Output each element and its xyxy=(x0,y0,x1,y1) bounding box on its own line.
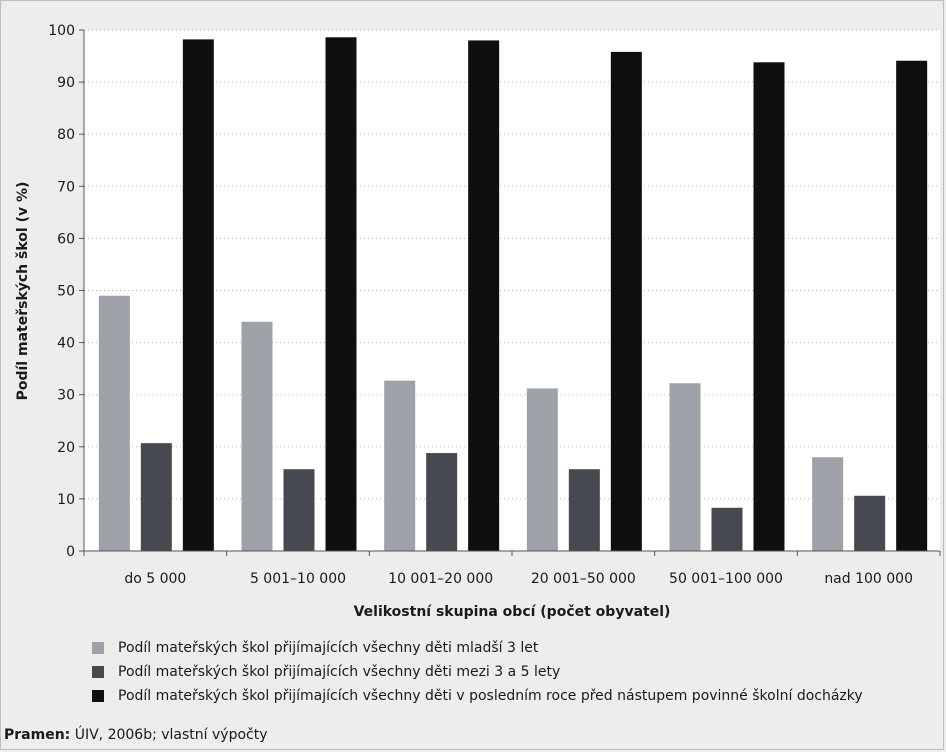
legend-swatch xyxy=(92,642,104,654)
source-label: Pramen: xyxy=(4,727,71,743)
bar xyxy=(610,51,642,552)
bar xyxy=(711,507,743,551)
y-tick-label: 90 xyxy=(57,75,75,91)
y-tick-label: 10 xyxy=(57,492,75,508)
y-tick-label: 80 xyxy=(57,127,75,143)
bars xyxy=(98,37,928,552)
y-tick-label: 100 xyxy=(48,23,75,39)
bar xyxy=(854,495,886,551)
bar xyxy=(241,321,273,551)
legend-label: Podíl mateřských škol přijímajících všec… xyxy=(118,664,561,680)
x-tick-label: nad 100 000 xyxy=(824,571,913,587)
x-tick-label: 50 001–100 000 xyxy=(669,571,783,587)
y-tick-label: 20 xyxy=(57,440,75,456)
legend-swatch xyxy=(92,666,104,678)
y-tick-label: 50 xyxy=(57,284,75,300)
legend-item: Podíl mateřských škol přijímajících všec… xyxy=(92,636,863,660)
x-tick-label: 20 001–50 000 xyxy=(531,571,636,587)
bar xyxy=(812,457,844,551)
bar xyxy=(98,295,130,551)
x-tick-label: do 5 000 xyxy=(124,571,186,587)
bar xyxy=(753,62,785,551)
y-axis-label: Podíl mateřských škol (v %) xyxy=(15,182,31,401)
y-tick-label: 60 xyxy=(57,231,75,247)
bar xyxy=(325,37,357,551)
bar xyxy=(384,380,416,551)
y-tick-label: 70 xyxy=(57,179,75,195)
bar xyxy=(568,469,600,551)
bar xyxy=(140,443,172,551)
bar xyxy=(283,469,315,551)
legend: Podíl mateřských škol přijímajících všec… xyxy=(92,636,863,708)
legend-label: Podíl mateřských škol přijímajících všec… xyxy=(118,688,863,704)
bar xyxy=(896,60,928,551)
bar xyxy=(468,40,500,552)
source-note: Pramen: ÚIV, 2006b; vlastní výpočty xyxy=(4,727,268,743)
bar xyxy=(426,453,458,551)
legend-item: Podíl mateřských škol přijímajících všec… xyxy=(92,660,863,684)
y-tick-label: 40 xyxy=(57,336,75,352)
legend-swatch xyxy=(92,690,104,702)
axes: 0 10 20 30 40 50 60 70 80 90 100 do 5 000 5 001–10 0… xyxy=(48,23,941,587)
source-text: ÚIV, 2006b; vlastní výpočty xyxy=(70,727,268,743)
legend-item: Podíl mateřských škol přijímajících všec… xyxy=(92,684,863,708)
gridlines xyxy=(84,29,940,500)
bar xyxy=(526,388,558,551)
x-tick-label: 10 001–20 000 xyxy=(388,571,493,587)
legend-label: Podíl mateřských škol přijímajících všec… xyxy=(118,640,539,656)
y-tick-label: 0 xyxy=(66,544,75,560)
x-axis-label: Velikostní skupina obcí (počet obyvatel) xyxy=(354,604,671,620)
bar xyxy=(669,383,701,551)
bar xyxy=(182,39,214,552)
y-tick-label: 30 xyxy=(57,388,75,404)
x-tick-label: 5 001–10 000 xyxy=(250,571,346,587)
